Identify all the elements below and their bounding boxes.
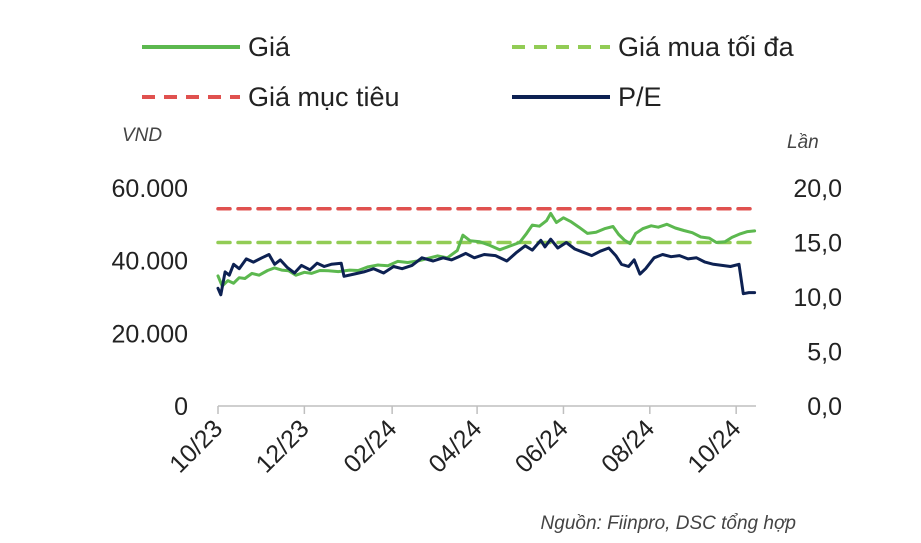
x-tick-label: 10/23 xyxy=(164,414,228,478)
x-tick-label: 06/24 xyxy=(510,414,574,478)
source-note: Nguồn: Fiinpro, DSC tổng hợp xyxy=(541,513,796,534)
right-tick-label: 5,0 xyxy=(807,339,842,367)
left-tick-label: 60.000 xyxy=(112,175,188,203)
series-line-pe xyxy=(216,237,757,297)
right-tick-label: 10,0 xyxy=(793,284,842,312)
left-tick-label: 40.000 xyxy=(112,248,188,276)
legend-label-pe: P/E xyxy=(618,82,662,112)
x-tick-label: 08/24 xyxy=(596,414,660,478)
right-axis-ticks: 0,0 5,0 10,0 15,0 20,0 xyxy=(793,175,842,421)
x-axis: 10/23 12/23 02/24 04/24 06/24 08/24 10/24 xyxy=(164,405,756,478)
legend-label-gia: Giá xyxy=(248,32,291,62)
left-tick-label: 0 xyxy=(174,393,188,421)
right-tick-label: 15,0 xyxy=(793,230,842,258)
x-tick-label: 04/24 xyxy=(423,414,487,478)
x-tick-label: 12/23 xyxy=(251,414,315,478)
right-tick-label: 20,0 xyxy=(793,175,842,203)
chart-legend: Giá Giá mua tối đa Giá mục tiêu P/E xyxy=(142,32,795,112)
plot-area xyxy=(216,206,757,297)
right-axis-unit: Lần xyxy=(787,132,819,153)
left-axis-ticks: 0 20.000 40.000 60.000 xyxy=(112,175,188,421)
legend-label-gia_mua_toi_da: Giá mua tối đa xyxy=(618,32,795,62)
x-tick-label: 10/24 xyxy=(682,414,746,478)
x-tick-label: 02/24 xyxy=(338,414,402,478)
series-line-gia xyxy=(216,211,757,288)
legend-label-gia_muc_tieu: Giá mục tiêu xyxy=(248,82,400,112)
right-tick-label: 0,0 xyxy=(807,393,842,421)
axis-units: VND Lần xyxy=(122,125,819,153)
left-tick-label: 20.000 xyxy=(112,320,188,348)
left-axis-unit: VND xyxy=(122,125,162,146)
